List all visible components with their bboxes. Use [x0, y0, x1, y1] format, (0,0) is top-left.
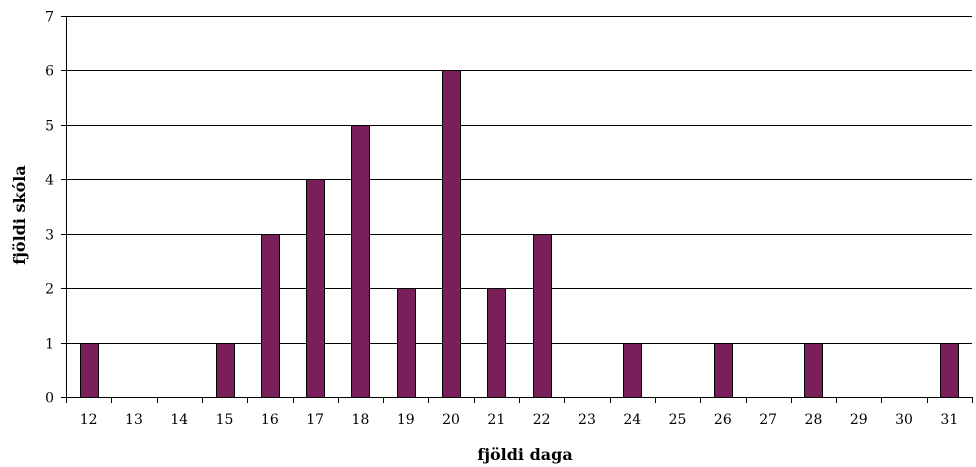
x-tick-label: 20: [442, 412, 460, 428]
x-tick-label: 18: [352, 412, 370, 428]
x-tick-label: 30: [895, 412, 913, 428]
x-tick-label: 16: [261, 412, 279, 428]
bar: [351, 125, 370, 398]
bar: [623, 343, 642, 398]
y-axis-title: fjöldi skóla: [10, 165, 29, 264]
y-tick-label: 2: [45, 282, 54, 298]
bar: [533, 234, 552, 398]
x-tick-label: 24: [623, 412, 641, 428]
x-tick-label: 14: [170, 412, 188, 428]
bars: [80, 70, 959, 398]
bar: [397, 288, 416, 398]
x-tick-label: 26: [714, 412, 732, 428]
bar: [804, 343, 823, 398]
bar: [940, 343, 959, 398]
gridlines: [66, 16, 972, 344]
x-tick-label: 19: [397, 412, 415, 428]
x-tick-label: 22: [533, 412, 551, 428]
x-tick-label: 27: [759, 412, 777, 428]
x-tick-label: 21: [487, 412, 505, 428]
x-tick-label: 17: [306, 412, 324, 428]
bar: [487, 288, 506, 398]
x-tick-label: 31: [940, 412, 958, 428]
bar: [216, 343, 235, 398]
x-tick-label: 29: [850, 412, 868, 428]
y-tick-label: 0: [45, 391, 54, 407]
y-tick-label: 5: [45, 119, 54, 135]
y-tick-label: 6: [45, 64, 54, 80]
y-tick-label: 1: [45, 337, 54, 353]
axes: [61, 16, 973, 403]
x-tick-label: 15: [216, 412, 234, 428]
bar: [80, 343, 99, 398]
x-tick-label: 13: [125, 412, 143, 428]
x-tick-label: 23: [578, 412, 596, 428]
x-tick-label: 28: [805, 412, 823, 428]
y-tick-label: 7: [45, 10, 54, 26]
x-tick-label: 25: [669, 412, 687, 428]
bar: [442, 70, 461, 398]
bar: [306, 179, 325, 398]
x-tick-label: 12: [80, 412, 98, 428]
y-tick-label: 3: [45, 228, 54, 244]
bar: [714, 343, 733, 398]
x-axis-title: fjöldi daga: [477, 445, 572, 464]
bar: [261, 234, 280, 398]
y-tick-label: 4: [45, 173, 54, 189]
